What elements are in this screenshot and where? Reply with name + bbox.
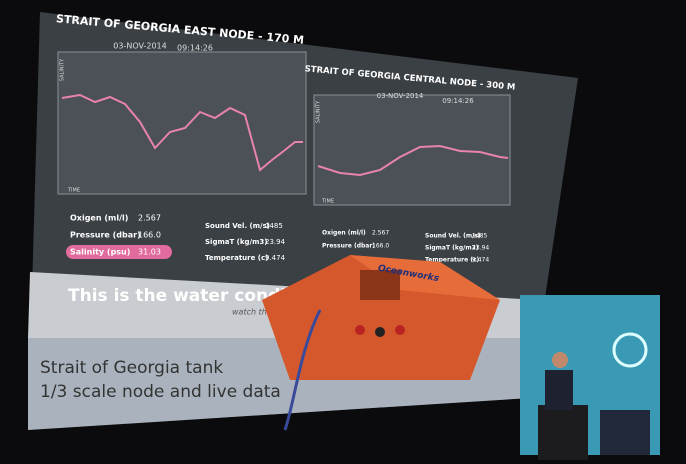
reading-value: 23.94	[472, 245, 489, 252]
podium	[538, 405, 588, 460]
right-y-label: SALINITY	[316, 100, 322, 123]
node-connector	[355, 325, 365, 335]
reading-value: 166.0	[138, 231, 161, 240]
reading-value: 2.567	[138, 214, 161, 223]
reading-label: Temperature (c)	[205, 254, 268, 262]
reading-value: 9.474	[265, 254, 286, 262]
reading-value: 9.474	[472, 257, 489, 264]
reading-label: SigmaT (kg/m3)	[425, 245, 479, 252]
left-y-label: SALINITY	[60, 58, 66, 81]
left-x-label: TIME	[67, 188, 80, 194]
node-connector	[395, 325, 405, 335]
reading-label: Pressure (dbar)	[70, 231, 141, 240]
photo: STRAIT OF GEORGIA EAST NODE - 170 M 03-N…	[0, 0, 686, 464]
speaker	[545, 370, 573, 410]
node-connector	[375, 327, 385, 337]
reading-label: Pressure (dbar)	[322, 243, 375, 250]
reading-value: 23.94	[265, 238, 286, 246]
reading-label: Oxigen (ml/l)	[322, 230, 366, 237]
reading-value: 1485	[472, 233, 487, 240]
caption-line1: Strait of Georgia tank	[40, 358, 223, 378]
speaker-head	[552, 352, 568, 368]
reading-label: Oxigen (ml/l)	[70, 214, 128, 223]
reading-label: Salinity (psu)	[70, 248, 130, 257]
reading-label: Sound Vel. (m/s)	[205, 222, 270, 230]
reading-value: 166.0	[372, 243, 389, 250]
right-time: 09:14:26	[442, 97, 474, 105]
caption-line2: 1/3 scale node and live data	[40, 382, 281, 402]
right-date: 03-NOV-2014	[377, 92, 424, 100]
left-date: 03-NOV-2014	[113, 42, 166, 51]
side-table	[600, 410, 650, 455]
reading-value: 31.03	[138, 248, 161, 257]
reading-value: 2.567	[372, 230, 389, 237]
right-x-label: TIME	[321, 199, 334, 205]
reading-value: 1485	[265, 222, 283, 230]
left-time: 09:14:26	[177, 44, 213, 53]
reading-label: SigmaT (kg/m3)	[205, 238, 267, 246]
left-chart-area	[58, 52, 306, 194]
